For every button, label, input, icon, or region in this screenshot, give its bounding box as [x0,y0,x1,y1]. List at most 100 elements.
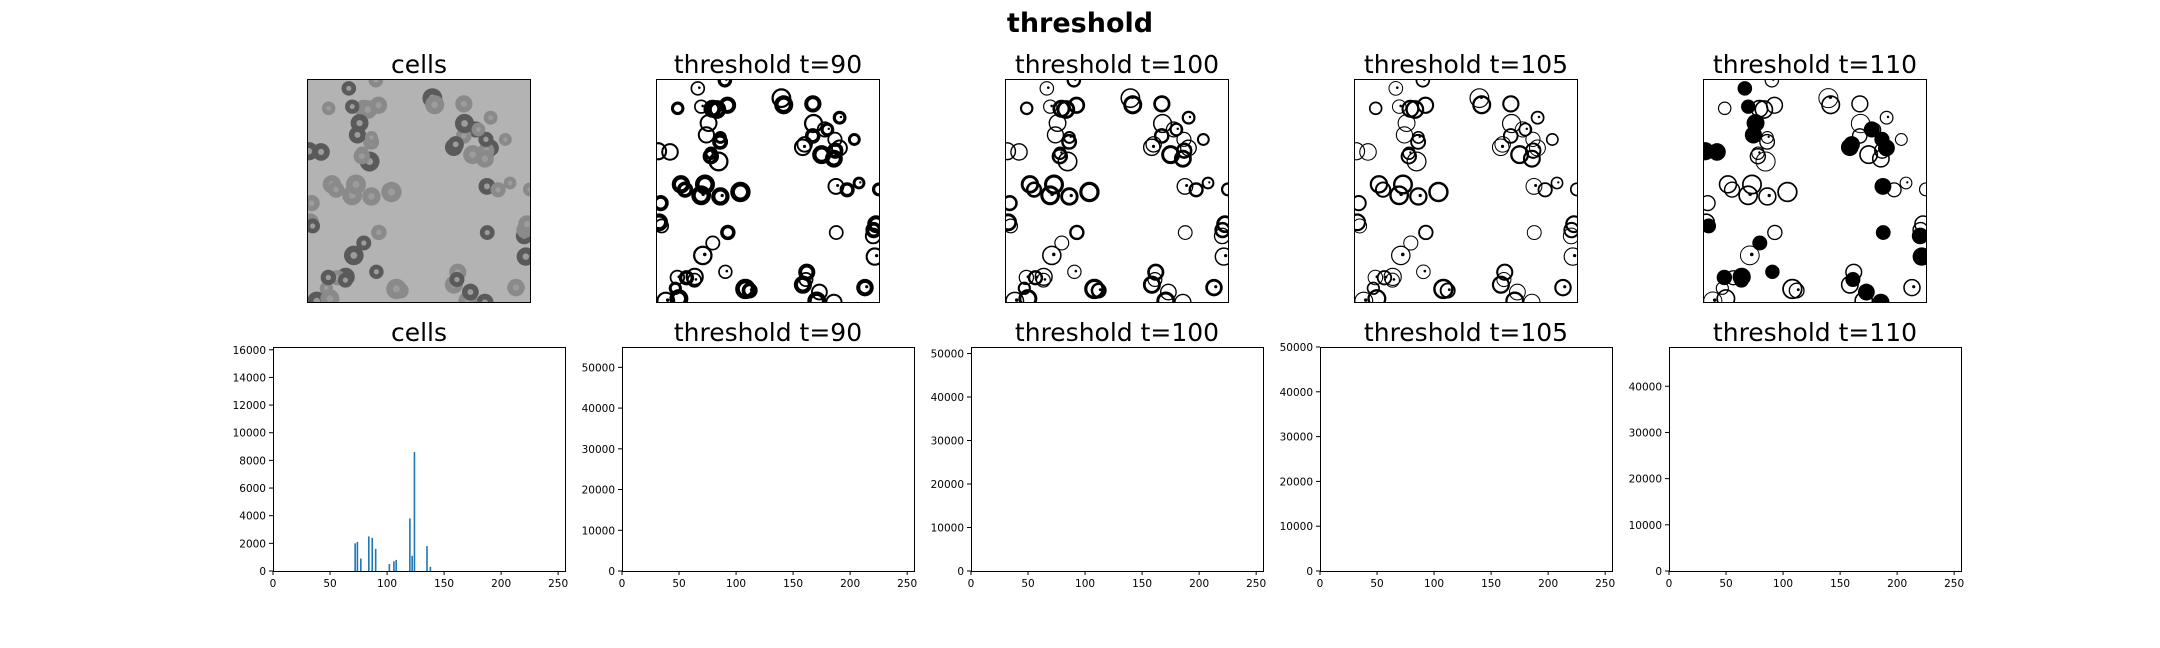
histogram-title: cells [391,318,447,347]
y-tick-label: 12000 [233,400,266,412]
x-tick-label: 100 [1773,578,1793,590]
x-tick-label: 0 [1666,578,1673,590]
image-panel-title: threshold t=90 [674,50,862,79]
y-tick-label: 4000 [239,511,266,523]
y-tick-label: 0 [957,566,964,578]
histogram-bar [413,452,416,571]
image-frame [307,79,531,303]
image-panel-title: cells [391,50,447,79]
histogram-panel: threshold t=105 0 50 100 150 200 250 0 10000 2000… [1280,318,1616,590]
x-tick-label: 150 [783,578,803,590]
y-tick-label: 20000 [931,479,964,491]
y-tick-label: 0 [1655,566,1662,578]
y-tick-label: 40000 [1280,387,1313,399]
y-tick-label: 30000 [1629,427,1662,439]
image-panel: threshold t=110 [1703,50,1927,303]
image-pixels [1005,79,1229,303]
y-tick-label: 16000 [233,345,266,357]
x-tick-label: 250 [897,578,917,590]
x-tick-label: 150 [1830,578,1850,590]
histogram-bar [409,518,411,571]
y-tick-label: 30000 [931,436,964,448]
image-frame [656,79,880,303]
x-tick-label: 250 [1944,578,1964,590]
y-tick-label: 20000 [582,485,615,497]
image-panel-title: threshold t=100 [1015,50,1219,79]
y-tick-label: 10000 [1280,521,1313,533]
x-tick-label: 200 [1538,578,1558,590]
axes-frame [1669,347,1962,572]
y-tick-label: 10000 [233,428,266,440]
histogram-bar [356,541,359,571]
y-tick-label: 40000 [582,403,615,415]
image-panel: cells [307,50,531,303]
histogram-bar [368,536,370,571]
x-tick-label: 100 [1075,578,1095,590]
histogram-bar [360,558,362,571]
y-tick-label: 0 [1306,566,1313,578]
x-tick-label: 100 [377,578,397,590]
y-tick-label: 6000 [239,483,266,495]
axes-frame [622,347,915,572]
axes-frame [971,347,1264,572]
histogram-bar [429,566,432,571]
y-tick-label: 50000 [1280,342,1313,354]
x-tick-label: 200 [1887,578,1907,590]
image-panel: threshold t=100 [1005,50,1229,303]
x-tick-label: 100 [1424,578,1444,590]
y-tick-label: 2000 [239,538,266,550]
image-pixels [1703,79,1927,303]
y-tick-label: 20000 [1280,476,1313,488]
y-tick-label: 50000 [582,362,615,374]
image-row: cells threshold t=90 threshold t=100 thresh… [307,50,1927,303]
x-tick-label: 150 [1481,578,1501,590]
histogram-title: threshold t=105 [1364,318,1568,347]
histogram-bar [395,559,397,571]
image-frame [1354,79,1578,303]
axes-frame [1320,347,1613,572]
histogram-bar [426,546,428,571]
y-tick-label: 10000 [1629,520,1662,532]
histogram-title: threshold t=90 [674,318,862,347]
histogram-panel: cells 0 50 100 150 200 250 0 2000 4000 6000 8000 100… [233,318,569,590]
y-tick-label: 0 [259,566,266,578]
x-tick-label: 0 [1317,578,1324,590]
histogram-bar [393,561,395,571]
x-tick-label: 200 [1189,578,1209,590]
histogram-panel: threshold t=90 0 50 100 150 200 250 0 10000 20000… [582,318,918,590]
x-tick-label: 0 [619,578,626,590]
image-panel: threshold t=90 [656,50,880,303]
x-tick-label: 50 [1370,578,1383,590]
axes-frame [273,347,566,572]
y-tick-label: 50000 [931,349,964,361]
y-tick-label: 10000 [582,525,615,537]
y-tick-label: 8000 [239,455,266,467]
x-tick-label: 50 [672,578,685,590]
figure-title: threshold [1007,8,1153,39]
y-tick-label: 0 [608,566,615,578]
y-tick-label: 10000 [931,523,964,535]
histogram-panel: threshold t=110 0 50 100 150 200 250 0 10000 2000… [1629,318,1965,590]
image-pixels [1354,79,1578,303]
x-tick-label: 150 [1132,578,1152,590]
image-pixels [656,79,880,303]
y-tick-label: 30000 [582,444,615,456]
histogram-bar [411,555,413,571]
x-tick-label: 200 [840,578,860,590]
histogram-bar [354,543,356,571]
x-tick-label: 50 [1719,578,1732,590]
histogram-panel: threshold t=100 0 50 100 150 200 250 0 10000 2000… [931,318,1267,590]
x-tick-label: 50 [1021,578,1034,590]
image-frame [1005,79,1229,303]
y-tick-label: 20000 [1629,474,1662,486]
image-panel: threshold t=105 [1354,50,1578,303]
image-pixels [307,79,531,303]
histogram-bar [374,548,377,571]
histogram-title: threshold t=100 [1015,318,1219,347]
x-tick-label: 250 [1595,578,1615,590]
x-tick-label: 150 [434,578,454,590]
y-tick-label: 30000 [1280,432,1313,444]
image-panel-title: threshold t=105 [1364,50,1568,79]
